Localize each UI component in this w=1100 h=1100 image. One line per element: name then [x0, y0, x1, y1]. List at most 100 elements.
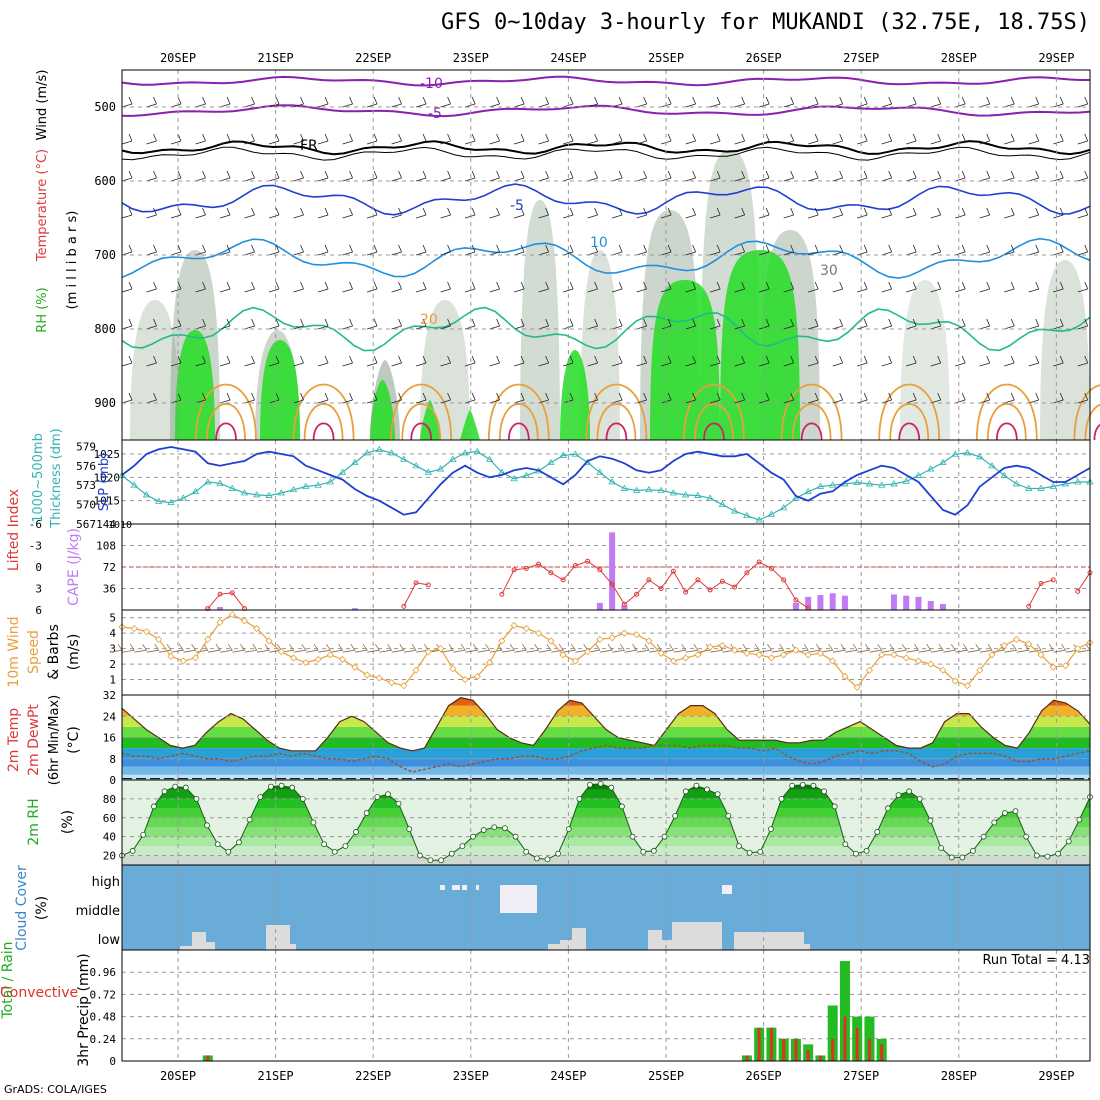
lifted-index-point	[217, 591, 223, 597]
warm-isotherm-arch	[1073, 384, 1100, 441]
wind-barb	[268, 170, 280, 182]
wind-barb	[881, 281, 893, 293]
rh-point	[884, 805, 891, 812]
lifted-index-point	[523, 565, 529, 571]
wind-barb	[1077, 133, 1089, 145]
thickness-point	[547, 458, 555, 466]
wind-barb	[759, 318, 770, 330]
thickness-point	[804, 487, 812, 495]
rh-point	[246, 816, 253, 823]
wind-barb	[612, 355, 623, 367]
warm-isotherm-arch	[215, 422, 237, 441]
wind-speed-point	[412, 666, 420, 674]
thickness-point	[890, 480, 898, 487]
rh-point	[810, 782, 817, 789]
wind-barb	[366, 392, 378, 404]
wind-barb	[759, 281, 770, 293]
wind-barb	[293, 133, 304, 145]
wind-barb	[1053, 392, 1064, 404]
rh-point	[1023, 833, 1030, 840]
wind-barb	[538, 207, 549, 219]
li-ylabel: Lifted Index	[6, 489, 22, 571]
wind-speed-point	[240, 617, 249, 625]
cape-bar	[217, 607, 224, 610]
panel-frame	[121, 949, 1091, 1062]
wind-barb-10m	[281, 643, 295, 653]
thickness-tick-label: 579	[76, 440, 96, 453]
lifted-index-point	[425, 582, 431, 588]
wind-barb	[685, 207, 697, 219]
wind-barb	[195, 281, 206, 293]
wind-barb	[244, 170, 255, 182]
lifted-index-point	[793, 597, 799, 603]
wind-speed-point	[522, 624, 530, 633]
wind-barb	[832, 207, 844, 219]
precip-convective-bar	[745, 1055, 749, 1061]
wind-speed-point	[1049, 663, 1057, 671]
thickness-point	[1061, 480, 1070, 487]
wind-speed-point	[841, 672, 849, 681]
high-cloud-block	[440, 885, 445, 890]
contour-label: -10	[420, 76, 443, 92]
warm-isotherm-arch	[780, 383, 843, 441]
warm-isotherm-arch	[703, 422, 725, 441]
thickness-point	[927, 465, 935, 472]
wind-speed-point	[1025, 640, 1033, 648]
slp-corner-label: 1010	[108, 520, 132, 531]
wind-barb	[513, 355, 525, 367]
lifted-index-point	[499, 591, 505, 597]
wind-barb	[783, 281, 795, 293]
wind-barb	[146, 355, 157, 367]
wind-speed-point	[792, 646, 800, 654]
cross-section-ylabel-rh: RH (%)	[35, 287, 50, 332]
warm-isotherm-arch	[195, 383, 257, 441]
wind-speed-point	[755, 651, 763, 659]
day-label-bottom: 23SEP	[453, 1069, 489, 1083]
wind-barb	[636, 96, 648, 108]
day-label-bottom: 29SEP	[1038, 1069, 1074, 1083]
thickness-point	[571, 450, 580, 457]
wind-barb	[440, 207, 451, 219]
cross-section-ylabel-wind: Wind (m/s)	[35, 70, 50, 141]
thickness-point	[706, 494, 714, 501]
wind-barb	[244, 96, 255, 108]
wind-barb-10m	[477, 643, 491, 653]
day-label-bottom: 28SEP	[941, 1069, 977, 1083]
wind-speed-point	[461, 675, 469, 684]
chart-title: GFS 0~10day 3-hourly for MUKANDI (32.75E…	[440, 10, 1090, 35]
wind-barb-10m	[220, 643, 233, 653]
thickness-point	[902, 477, 910, 484]
wind-speed-point	[142, 628, 151, 636]
wind-barb	[832, 133, 844, 145]
rh-point	[853, 850, 859, 857]
wind-barb	[317, 355, 329, 367]
rh-point	[1012, 808, 1019, 815]
warm-isotherm-arch	[889, 403, 930, 441]
wind-speed-point	[976, 666, 984, 674]
wind-speed-point	[510, 621, 518, 630]
low-cloud-block	[205, 942, 215, 950]
thickness-point	[608, 478, 616, 485]
wind-barb-10m	[869, 643, 883, 653]
wind-barb	[857, 207, 868, 219]
precip-convective-bar	[843, 1016, 847, 1061]
thickness-point	[424, 468, 433, 475]
temp-ylabel-unit: (°C)	[66, 726, 82, 754]
wind-speed-point	[1037, 651, 1045, 659]
wind-barb	[317, 96, 329, 108]
day-label-bottom: 24SEP	[550, 1069, 586, 1083]
wind-barb	[783, 133, 795, 145]
warm-isotherm-arch	[410, 422, 433, 441]
wind-barb	[1053, 170, 1064, 182]
wind-barb-10m	[979, 643, 993, 653]
thickness-tick-label: 573	[76, 479, 96, 492]
wind-barb	[685, 133, 697, 145]
precip-convective-bar	[206, 1055, 210, 1061]
wind-barb	[881, 133, 893, 145]
wind-barb	[342, 355, 353, 367]
wind-barb	[317, 392, 329, 404]
cross-section-ylabel-temp: Temperature (°C)	[35, 149, 50, 262]
cape-bar	[939, 604, 946, 610]
high-cloud-block	[500, 885, 537, 913]
thickness-tick-label: 576	[76, 460, 96, 473]
